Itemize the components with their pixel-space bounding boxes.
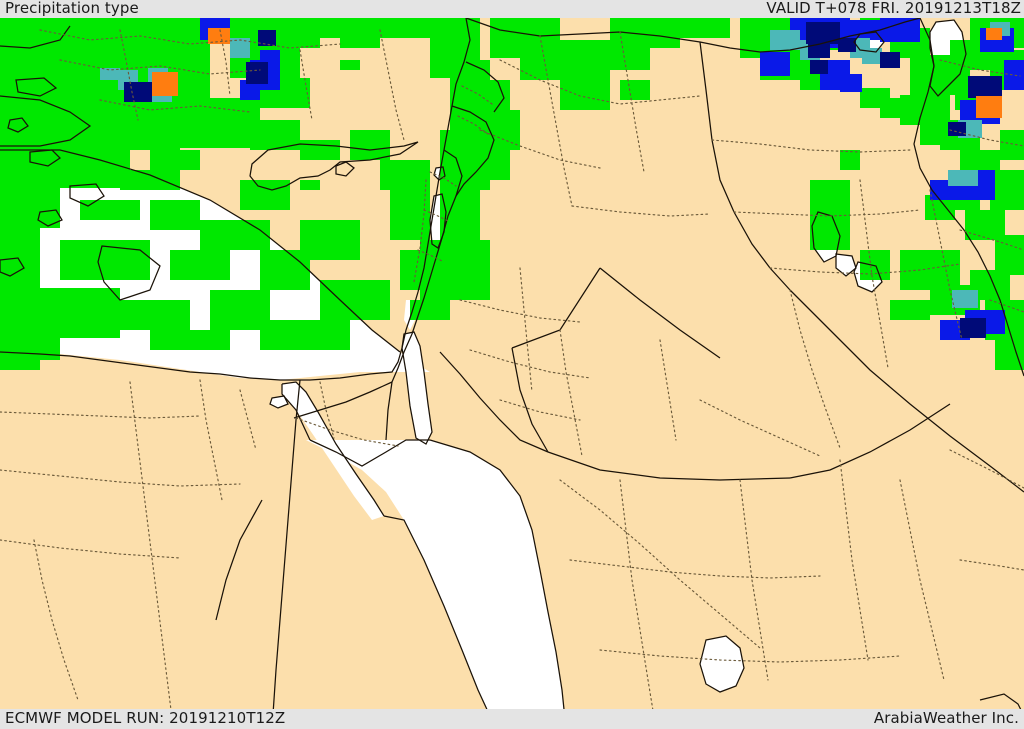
precip-heavy-cells — [124, 22, 1002, 338]
country-borders — [0, 17, 1024, 729]
precipitation-layer — [0, 18, 1024, 370]
provider-label: ArabiaWeather Inc. — [873, 709, 1019, 727]
map-footer-bar: ECMWF MODEL RUN: 20191210T12Z ArabiaWeat… — [0, 709, 1024, 729]
map-header-bar: Precipitation type VALID T+078 FRI. 2019… — [0, 0, 1024, 18]
forecast-valid-time: VALID T+078 FRI. 20191213T18Z — [766, 0, 1021, 17]
precip-freezing-cells — [152, 28, 1002, 118]
map-title: Precipitation type — [5, 0, 139, 17]
model-run-label: ECMWF MODEL RUN: 20191210T12Z — [5, 709, 286, 727]
